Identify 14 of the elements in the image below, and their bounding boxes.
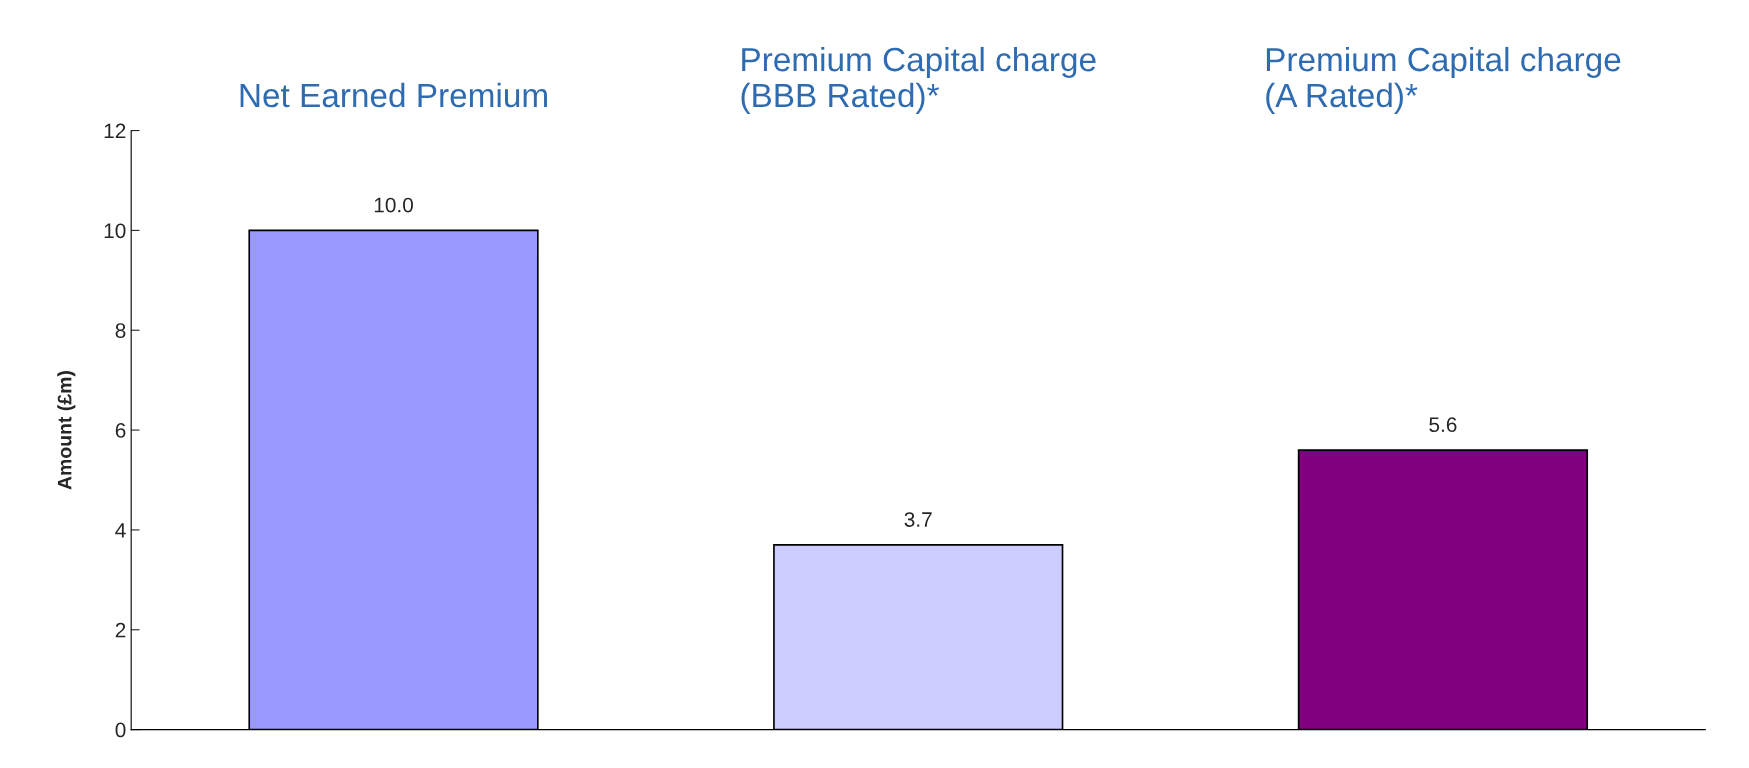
y-tick-label: 6 [115,423,126,438]
y-tick-label: 2 [115,622,126,638]
data-label: 5.6 [1429,417,1457,433]
x-tick-label: Premium Capital charge (A Rated)* [1266,46,1621,114]
data-label: 3.7 [904,512,932,527]
x-tick-label: Net Earned Premium [240,82,547,108]
y-axis-title: Amount (£m) [57,371,76,490]
x-tick-label: Premium Capital charge (BBB Rated)* [741,46,1096,114]
data-label: 10.0 [374,197,413,213]
y-tick-label: 0 [115,722,126,738]
y-tick-label: 8 [115,323,126,338]
y-tick-label: 10 [104,223,126,239]
y-tick-label: 12 [104,123,126,139]
y-tick-label: 4 [115,523,126,538]
